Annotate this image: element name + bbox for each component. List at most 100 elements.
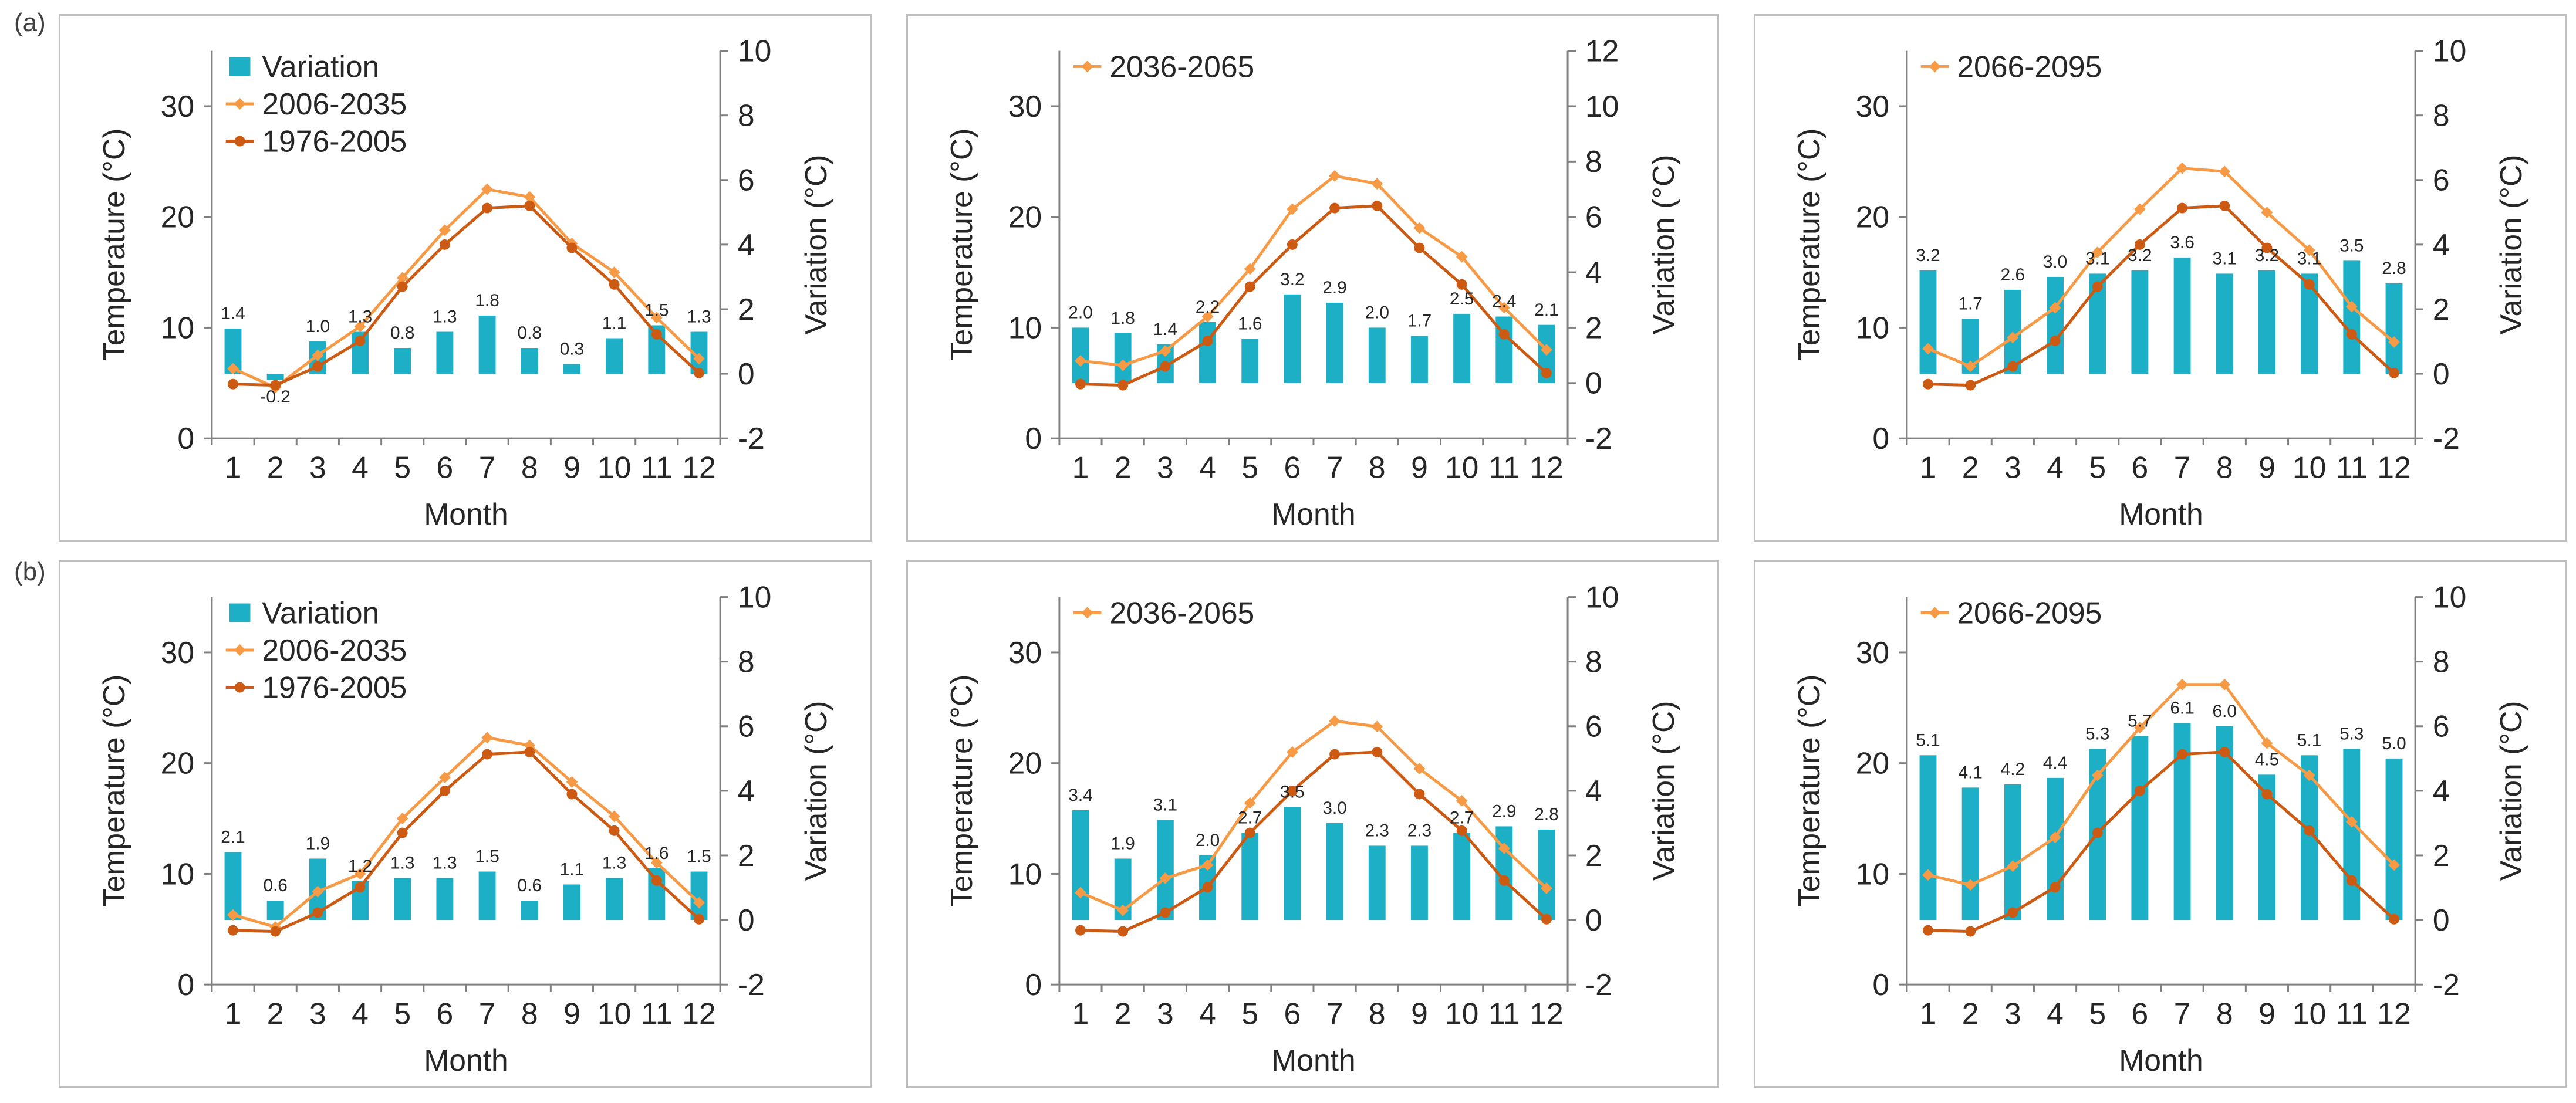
variation-data-label: 1.3 [433, 854, 457, 873]
x-axis-tick-label: 1 [1920, 451, 1937, 485]
baseline-marker [1160, 907, 1171, 918]
baseline-marker [1965, 380, 1976, 391]
baseline-marker [482, 749, 493, 760]
variation-bar [224, 852, 242, 921]
variation-bar [1326, 302, 1343, 383]
baseline-marker [397, 827, 408, 838]
chart-panel-a1: 0 10 20 30 -2 0 2 4 6 8 10 1 2 3 4 5 6 7 8 9 10 11 12 Month Temp… [59, 14, 872, 542]
x-axis-tick-label: 1 [225, 451, 242, 485]
baseline-marker [651, 875, 662, 886]
variation-data-label: 0.3 [560, 340, 584, 359]
variation-bar [1326, 823, 1343, 921]
future-series-line [1080, 719, 1548, 912]
variation-data-label: 1.9 [1110, 834, 1135, 854]
left-axis-tick-label: 10 [161, 310, 194, 344]
x-axis-tick-label: 12 [682, 451, 715, 485]
right-axis-tick-label: 8 [1585, 144, 1602, 178]
x-axis-tick-label: 4 [2047, 997, 2064, 1031]
variation-bar [1241, 833, 1259, 921]
future-marker [2133, 722, 2146, 734]
variation-data-label: 3.1 [2085, 249, 2109, 269]
variation-bar [1411, 845, 1428, 921]
variation-data-label: 3.0 [2043, 252, 2067, 272]
x-axis-title: Month [424, 497, 508, 531]
variation-data-label: 1.8 [475, 291, 499, 310]
right-axis-tick-label: 10 [1585, 580, 1619, 614]
future-marker [2345, 816, 2358, 828]
variation-bar [1368, 327, 1386, 383]
baseline-marker [2092, 827, 2103, 838]
x-axis-tick-label: 11 [1488, 451, 1520, 485]
legend-marker [1929, 607, 1941, 619]
left-axis-tick-label: 30 [1008, 89, 1042, 123]
variation-data-label: 3.5 [2339, 236, 2364, 256]
x-axis-tick-label: 9 [563, 451, 580, 485]
baseline-marker [1075, 378, 1086, 390]
x-axis-tick-label: 4 [1199, 997, 1216, 1031]
baseline-marker [609, 279, 620, 290]
x-axis-tick-label: 8 [2216, 451, 2233, 485]
legend-label: Variation [262, 49, 379, 83]
variation-bar [1411, 336, 1428, 383]
baseline-marker [1075, 925, 1086, 936]
left-axis-tick-label: 0 [177, 967, 194, 1002]
variation-data-label: 1.0 [306, 317, 330, 336]
x-axis-tick-label: 1 [225, 997, 242, 1031]
x-axis-tick-label: 9 [2258, 997, 2275, 1031]
left-axis-tick-label: 30 [161, 89, 194, 123]
x-axis-tick-label: 9 [563, 997, 580, 1031]
future-marker [2176, 678, 2189, 691]
x-axis-tick-label: 10 [1445, 451, 1478, 485]
left-axis-tick-label: 20 [161, 746, 194, 780]
future-marker [1286, 746, 1298, 758]
left-axis-tick-label: 10 [1856, 310, 1889, 344]
variation-bar [2385, 758, 2403, 921]
x-axis-tick-label: 10 [1445, 997, 1478, 1031]
variation-bar [2047, 777, 2064, 921]
variation-bar [436, 331, 454, 374]
variation-bar [606, 878, 623, 921]
legend-label: Variation [262, 596, 379, 630]
y-axis-right-title: Variation (°C) [1646, 155, 1680, 335]
future-marker [354, 320, 366, 333]
x-axis-tick-label: 2 [1115, 451, 1132, 485]
future-marker [1922, 343, 1934, 355]
baseline-marker [566, 789, 578, 800]
variation-data-label: 2.8 [1534, 805, 1558, 824]
variation-bar [563, 364, 580, 374]
baseline-marker [609, 825, 620, 836]
legend-marker [234, 98, 246, 110]
x-axis-tick-label: 6 [437, 997, 454, 1031]
variation-data-label: 1.3 [687, 307, 711, 327]
legend-marker [234, 644, 246, 656]
variation-bar [1284, 807, 1301, 921]
left-axis-tick-label: 0 [1025, 421, 1042, 455]
variation-data-label: 3.2 [2128, 246, 2152, 265]
x-axis-tick-label: 3 [309, 997, 326, 1031]
variation-data-label: 2.0 [1196, 831, 1220, 850]
right-axis-tick-label: -2 [1585, 421, 1612, 455]
variation-data-label: 0.6 [263, 876, 287, 895]
variation-bar [436, 878, 454, 921]
right-axis-tick-label: 6 [2433, 163, 2450, 197]
x-axis-title: Month [2119, 497, 2203, 531]
x-axis-tick-label: 2 [1962, 451, 1979, 485]
baseline-marker [524, 746, 535, 757]
baseline-marker [2346, 329, 2357, 340]
right-axis-tick-label: 0 [2433, 903, 2450, 937]
baseline-marker [228, 378, 238, 390]
variation-data-label: 1.3 [433, 307, 457, 327]
x-axis-tick-label: 7 [479, 451, 496, 485]
x-axis-tick-label: 7 [1326, 997, 1343, 1031]
future-marker [693, 896, 705, 909]
variation-data-label: 3.1 [2213, 249, 2237, 269]
variation-data-label: 2.7 [1450, 808, 1474, 828]
left-axis-tick-label: 10 [1008, 310, 1042, 344]
right-axis-tick-label: 4 [738, 774, 755, 808]
baseline-marker [1160, 361, 1171, 372]
x-axis-tick-label: 6 [1284, 997, 1301, 1031]
x-axis-tick-label: 5 [2089, 451, 2106, 485]
x-axis-tick-label: 12 [682, 997, 715, 1031]
x-axis-tick-label: 4 [352, 997, 369, 1031]
